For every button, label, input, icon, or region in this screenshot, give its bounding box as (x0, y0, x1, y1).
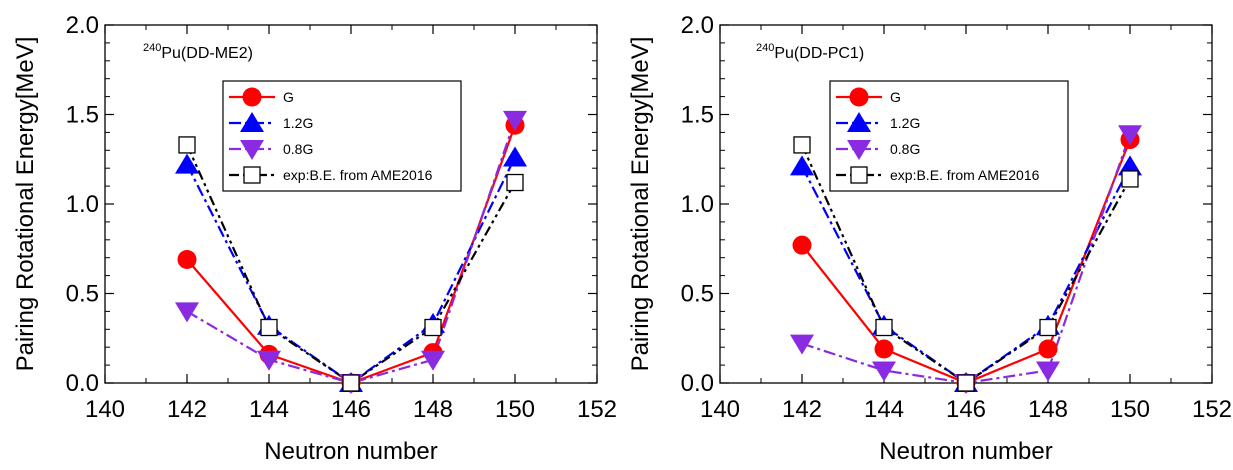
x-tick-label: 140 (700, 396, 740, 423)
y-tick-label: 0.0 (66, 370, 99, 397)
legend-marker-1 (847, 112, 871, 132)
series-3-point (793, 136, 811, 154)
x-tick-label: 152 (577, 396, 617, 423)
legend-label: exp:B.E. from AME2016 (890, 167, 1040, 183)
x-tick-label: 144 (249, 396, 289, 423)
x-tick-label: 148 (1028, 396, 1068, 423)
legend-label: G (890, 89, 901, 105)
panel-label-text: Pu(DD-ME2) (161, 45, 253, 62)
legend-box (829, 80, 1069, 192)
series-3-point (1121, 170, 1139, 188)
legend-marker-2 (240, 140, 264, 160)
series-2-point (1036, 361, 1060, 382)
x-tick-label: 142 (167, 396, 207, 423)
legend-marker-0 (242, 87, 262, 107)
x-tick-label: 142 (782, 396, 822, 423)
y-tick-label: 0.5 (66, 281, 99, 308)
x-tick-label: 146 (946, 396, 986, 423)
y-tick-label: 2.0 (66, 12, 99, 39)
x-tick-label: 140 (85, 396, 125, 423)
plot-frame (719, 24, 1213, 384)
legend-label: exp:B.E. from AME2016 (283, 167, 433, 183)
plot-frame (104, 24, 598, 384)
series-line-3 (185, 144, 516, 385)
series-0-point (1038, 339, 1058, 359)
x-tick-label: 152 (1192, 396, 1232, 423)
x-tick-label: 150 (495, 396, 535, 423)
y-tick-label: 1.0 (681, 191, 714, 218)
series-3-point (1039, 318, 1057, 337)
panel-label: 240Pu(DD-ME2) (143, 42, 253, 62)
series-1-point (175, 153, 199, 174)
series-2-point (421, 350, 445, 371)
panel-label-mass-number: 240 (143, 42, 161, 54)
series-1-point (790, 155, 814, 176)
legend-marker-2 (847, 140, 871, 160)
legend-box (222, 80, 462, 192)
series-3-point (178, 136, 196, 154)
legend-marker-0 (849, 87, 869, 107)
legend-marker-1 (240, 112, 264, 132)
chart-panel-dd-pc1: 140 142 144 146 148 150 152 0.0 0.5 1.0 1.5 2.0 Neut… (627, 12, 1232, 465)
panel-label-mass-number: 240 (756, 42, 774, 54)
series-0-point (874, 339, 894, 359)
x-tick-label: 150 (1110, 396, 1150, 423)
y-tick-label: 0.5 (681, 281, 714, 308)
x-tick-label: 148 (413, 396, 453, 423)
x-tick-label: 146 (331, 396, 371, 423)
legend: G 1.2G 0.8G exp:B.E. from AME2016 (222, 80, 462, 192)
series-0-point (177, 249, 197, 269)
series-3-point (424, 318, 442, 337)
y-tick-label: 0.0 (681, 370, 714, 397)
legend-marker-3 (243, 166, 261, 184)
legend-label: 1.2G (890, 115, 920, 131)
x-axis-label: Neutron number (879, 438, 1052, 465)
series-2-point (257, 350, 281, 371)
y-axis-label: Pairing Rotational Energy[MeV] (12, 37, 39, 372)
series-2-point (503, 110, 527, 131)
y-tick-label: 1.5 (66, 102, 99, 129)
y-tick-label: 1.0 (66, 191, 99, 218)
panel-label-text: Pu(DD-PC1) (774, 45, 864, 62)
legend-label: 1.2G (283, 115, 313, 131)
series-line-3 (800, 144, 1131, 385)
series-2-point (1118, 125, 1142, 146)
y-tick-label: 1.5 (681, 102, 714, 129)
x-tick-label: 144 (864, 396, 904, 423)
series-2-point (872, 361, 896, 382)
y-axis-label: Pairing Rotational Energy[MeV] (627, 37, 654, 372)
series-2-point (790, 334, 814, 355)
chart-panel-dd-me2: 140 142 144 146 148 150 152 0.0 0.5 1.0 1.5 2.0 Neut… (12, 12, 617, 465)
x-axis-label: Neutron number (264, 438, 437, 465)
series-3-point (260, 318, 278, 337)
panel-label: 240Pu(DD-PC1) (756, 42, 864, 62)
series-3-point (342, 374, 360, 392)
series-3-point (957, 374, 975, 392)
series-1-point (503, 146, 527, 167)
legend-label: 0.8G (890, 141, 920, 157)
series-3-point (875, 318, 893, 337)
series-3-point (506, 173, 524, 192)
legend-label: 0.8G (283, 141, 313, 157)
legend: G 1.2G 0.8G exp:B.E. from AME2016 (829, 80, 1069, 192)
y-tick-label: 2.0 (681, 12, 714, 39)
series-0-point (792, 235, 812, 255)
series-2-point (175, 302, 199, 323)
legend-label: G (283, 89, 294, 105)
legend-marker-3 (850, 166, 868, 184)
